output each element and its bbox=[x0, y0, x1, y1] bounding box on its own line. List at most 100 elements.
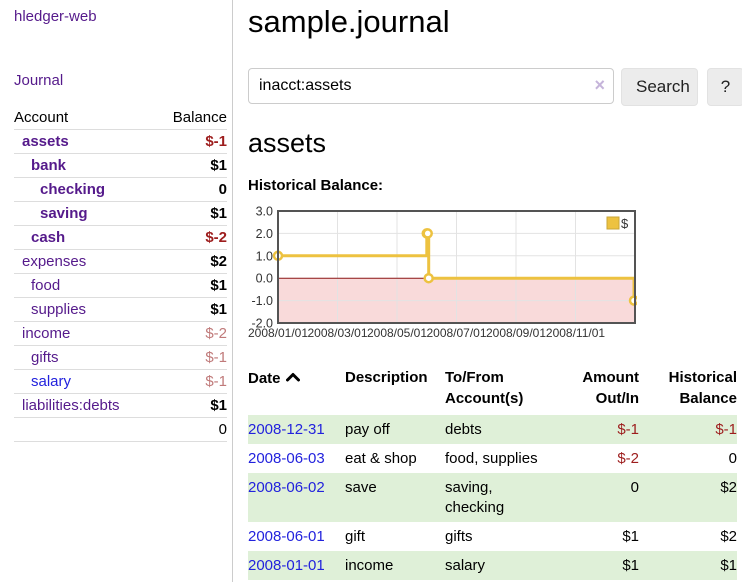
clear-search-icon[interactable]: × bbox=[594, 74, 605, 95]
transaction-date-link[interactable]: 2008-06-03 bbox=[248, 449, 325, 467]
account-balance: $1 bbox=[210, 301, 227, 318]
account-balance: $2 bbox=[210, 253, 227, 270]
main-content: sample.journal × Search ? assets Histori… bbox=[233, 0, 742, 582]
accounts-total-row: 0 bbox=[14, 417, 227, 442]
register-table: Date Description To/From Account(s) Amou… bbox=[248, 363, 737, 580]
svg-text:2008/05/01: 2008/05/01 bbox=[367, 326, 427, 340]
svg-text:0.0: 0.0 bbox=[256, 271, 273, 285]
date-header-label: Date bbox=[248, 369, 281, 387]
search-input-wrap: × bbox=[248, 67, 614, 106]
help-button[interactable]: ? bbox=[707, 67, 742, 106]
chevron-up-icon bbox=[285, 367, 300, 388]
account-balance: $1 bbox=[210, 397, 227, 414]
account-link-liabilities-debts[interactable]: liabilities:debts bbox=[22, 397, 120, 414]
account-row-cash: cash $-2 bbox=[14, 226, 227, 250]
accounts-table: Account Balance assets $-1 bank $1 check… bbox=[14, 106, 227, 442]
transaction-accounts: debts bbox=[445, 420, 482, 438]
account-link-bank[interactable]: bank bbox=[31, 157, 67, 174]
svg-text:2008/09/01: 2008/09/01 bbox=[486, 326, 546, 340]
account-balance: $-2 bbox=[205, 325, 227, 342]
account-row-bank: bank $1 bbox=[14, 154, 227, 178]
account-balance: $-1 bbox=[205, 349, 227, 366]
transaction-description: save bbox=[345, 478, 377, 496]
register-row: 2008-06-02 save saving, checking 0 $2 bbox=[248, 472, 737, 522]
register-header-amount: Amount Out/In bbox=[582, 368, 639, 407]
account-link-checking[interactable]: checking bbox=[40, 181, 106, 198]
account-balance: $1 bbox=[210, 277, 227, 294]
account-link-income[interactable]: income bbox=[22, 325, 71, 342]
account-row-expenses: expenses $2 bbox=[14, 250, 227, 274]
transaction-amount: $-2 bbox=[617, 449, 639, 467]
account-balance: $1 bbox=[210, 205, 227, 222]
transaction-accounts: salary bbox=[445, 556, 486, 574]
account-link-expenses[interactable]: expenses bbox=[22, 253, 87, 270]
sidebar-item-journal[interactable]: Journal bbox=[14, 72, 64, 89]
transaction-amount: $1 bbox=[622, 527, 639, 545]
register-header-row: Date Description To/From Account(s) Amou… bbox=[248, 363, 737, 415]
account-row-supplies: supplies $1 bbox=[14, 298, 227, 322]
chart-title: Historical Balance: bbox=[248, 176, 384, 194]
account-link-assets[interactable]: assets bbox=[22, 133, 69, 150]
register-row: 2008-06-01 gift gifts $1 $2 bbox=[248, 522, 737, 551]
transaction-balance: $2 bbox=[720, 527, 737, 545]
accounts-header-account: Account bbox=[14, 109, 69, 126]
transaction-date-link[interactable]: 2008-12-31 bbox=[248, 420, 325, 438]
sidebar: hledger-web Journal Account Balance asse… bbox=[0, 0, 233, 582]
transaction-accounts: saving, checking bbox=[445, 478, 505, 516]
account-link-gifts[interactable]: gifts bbox=[31, 349, 59, 366]
register-row: 2008-06-03 eat & shop food, supplies $-2… bbox=[248, 444, 737, 473]
transaction-date-link[interactable]: 2008-06-02 bbox=[248, 478, 325, 496]
register-header-date[interactable]: Date bbox=[248, 363, 345, 415]
svg-text:$: $ bbox=[621, 216, 629, 231]
account-balance: $1 bbox=[210, 157, 227, 174]
register-header-tofrom: To/From Account(s) bbox=[445, 368, 524, 407]
transaction-balance: 0 bbox=[728, 449, 737, 467]
account-link-cash[interactable]: cash bbox=[31, 229, 66, 246]
page-title: sample.journal bbox=[248, 4, 450, 39]
account-balance: 0 bbox=[218, 181, 227, 198]
transaction-description: eat & shop bbox=[345, 449, 417, 467]
transaction-balance: $2 bbox=[720, 478, 737, 496]
svg-text:3.0: 3.0 bbox=[256, 206, 273, 219]
svg-text:-1.0: -1.0 bbox=[251, 294, 273, 308]
svg-text:2008/11/01: 2008/11/01 bbox=[546, 326, 605, 340]
transaction-amount: 0 bbox=[630, 478, 639, 496]
register-header-description: Description bbox=[345, 368, 428, 386]
account-balance: $-2 bbox=[205, 229, 227, 246]
account-link-supplies[interactable]: supplies bbox=[31, 301, 87, 318]
account-row-checking: checking 0 bbox=[14, 178, 227, 202]
transaction-description: pay off bbox=[345, 420, 390, 438]
account-row-salary: salary $-1 bbox=[14, 370, 227, 394]
svg-text:2008/07/01: 2008/07/01 bbox=[426, 326, 486, 340]
svg-text:-2.0: -2.0 bbox=[251, 316, 273, 330]
register-row: 2008-01-01 income salary $1 $1 bbox=[248, 550, 737, 580]
account-row-liabilities-debts: liabilities:debts $1 bbox=[14, 394, 227, 418]
search-input[interactable] bbox=[248, 67, 614, 104]
search-button[interactable]: Search bbox=[621, 67, 698, 106]
transaction-amount: $1 bbox=[622, 556, 639, 574]
app-title-link[interactable]: hledger-web bbox=[14, 8, 97, 25]
transaction-date-link[interactable]: 2008-01-01 bbox=[248, 556, 325, 574]
account-link-saving[interactable]: saving bbox=[40, 205, 88, 222]
account-balance: $-1 bbox=[205, 373, 227, 390]
transaction-description: gift bbox=[345, 527, 366, 545]
accounts-table-header: Account Balance bbox=[14, 106, 227, 130]
transaction-balance: $1 bbox=[720, 556, 737, 574]
account-heading: assets bbox=[248, 127, 327, 158]
transaction-amount: $-1 bbox=[617, 420, 639, 438]
account-row-assets: assets $-1 bbox=[14, 130, 227, 154]
transaction-date-link[interactable]: 2008-06-01 bbox=[248, 527, 325, 545]
account-link-salary[interactable]: salary bbox=[31, 373, 72, 390]
register-header-balance: Historical Balance bbox=[668, 368, 737, 407]
svg-text:2008/03/01: 2008/03/01 bbox=[307, 326, 367, 340]
accounts-total-value: 0 bbox=[218, 421, 227, 438]
register-row: 2008-12-31 pay off debts $-1 $-1 bbox=[248, 414, 737, 444]
account-row-income: income $-2 bbox=[14, 322, 227, 346]
accounts-header-balance: Balance bbox=[172, 109, 227, 126]
account-row-food: food $1 bbox=[14, 274, 227, 298]
account-row-gifts: gifts $-1 bbox=[14, 346, 227, 370]
historical-balance-chart[interactable]: 3.0 2.0 1.0 0.0 -1.0 -2.0 2008/01/01 2008/03/01… bbox=[248, 206, 637, 344]
transaction-balance: $-1 bbox=[715, 420, 737, 438]
account-link-food[interactable]: food bbox=[31, 277, 61, 294]
